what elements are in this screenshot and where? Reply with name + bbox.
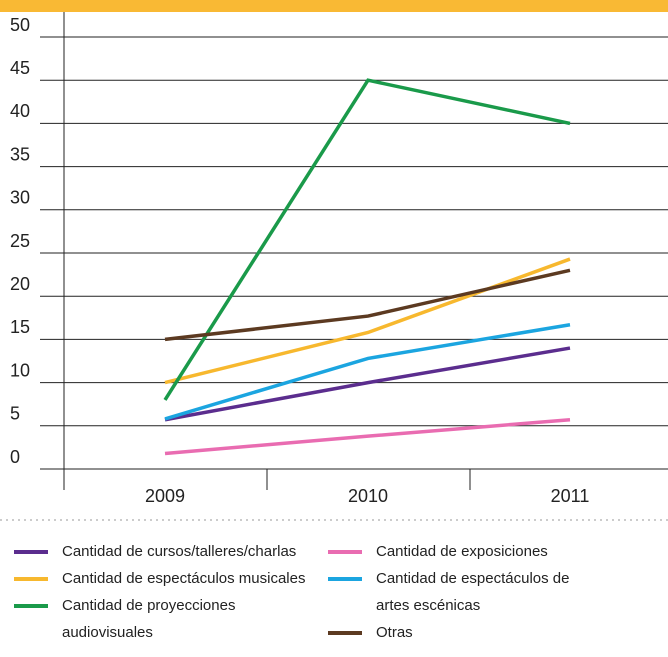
legend-swatch — [328, 631, 362, 635]
y-tick-label: 15 — [10, 317, 30, 337]
legend-swatch — [328, 577, 362, 581]
series-line — [164, 257, 571, 385]
legend-label: Cantidad de proyecciones audiovisuales — [62, 597, 236, 641]
x-tick-label: 2009 — [145, 486, 185, 506]
legend-swatch — [14, 604, 48, 608]
y-tick-label: 25 — [10, 231, 30, 251]
series-line — [164, 268, 571, 342]
y-tick-label: 45 — [10, 58, 30, 78]
y-tick-label: 20 — [10, 274, 30, 294]
x-tick-label: 2011 — [551, 486, 590, 506]
series-line — [163, 78, 571, 401]
legend-item: Cantidad de espectáculos de artes escéni… — [328, 565, 576, 619]
legend-label: Cantidad de cursos/talleres/charlas — [62, 543, 297, 560]
legend-swatch — [328, 550, 362, 554]
y-tick-label: 40 — [10, 101, 30, 121]
series-line — [164, 346, 571, 422]
y-tick-label: 35 — [10, 144, 30, 164]
y-tick-label: 10 — [10, 360, 30, 380]
chart: 0 5 10 15 20 25 30 35 40 45 50 2009 2010 2011 — [0, 0, 668, 521]
y-tick-label: 5 — [10, 404, 20, 424]
legend-swatch — [14, 550, 48, 554]
y-tick-label: 50 — [10, 15, 30, 35]
x-tick-label: 2010 — [348, 486, 388, 506]
legend-label: Cantidad de espectáculos de artes escéni… — [376, 570, 570, 614]
series-line — [164, 418, 571, 456]
legend-swatch — [14, 577, 48, 581]
legend-item: Cantidad de cursos/talleres/charlas — [14, 538, 296, 565]
legend-item: Cantidad de proyecciones audiovisuales — [14, 592, 272, 646]
legend-label: Cantidad de espectáculos musicales — [62, 570, 306, 587]
legend-label: Cantidad de exposiciones — [376, 543, 548, 560]
legend-item: Cantidad de espectáculos musicales — [14, 565, 305, 592]
top-bar — [0, 0, 668, 12]
series-line — [164, 322, 571, 421]
y-tick-label: 0 — [10, 447, 20, 467]
legend-label: Otras — [376, 624, 413, 641]
legend-item: Cantidad de exposiciones — [328, 538, 548, 565]
y-tick-label: 30 — [10, 188, 30, 208]
legend-item: Otras — [328, 619, 413, 646]
